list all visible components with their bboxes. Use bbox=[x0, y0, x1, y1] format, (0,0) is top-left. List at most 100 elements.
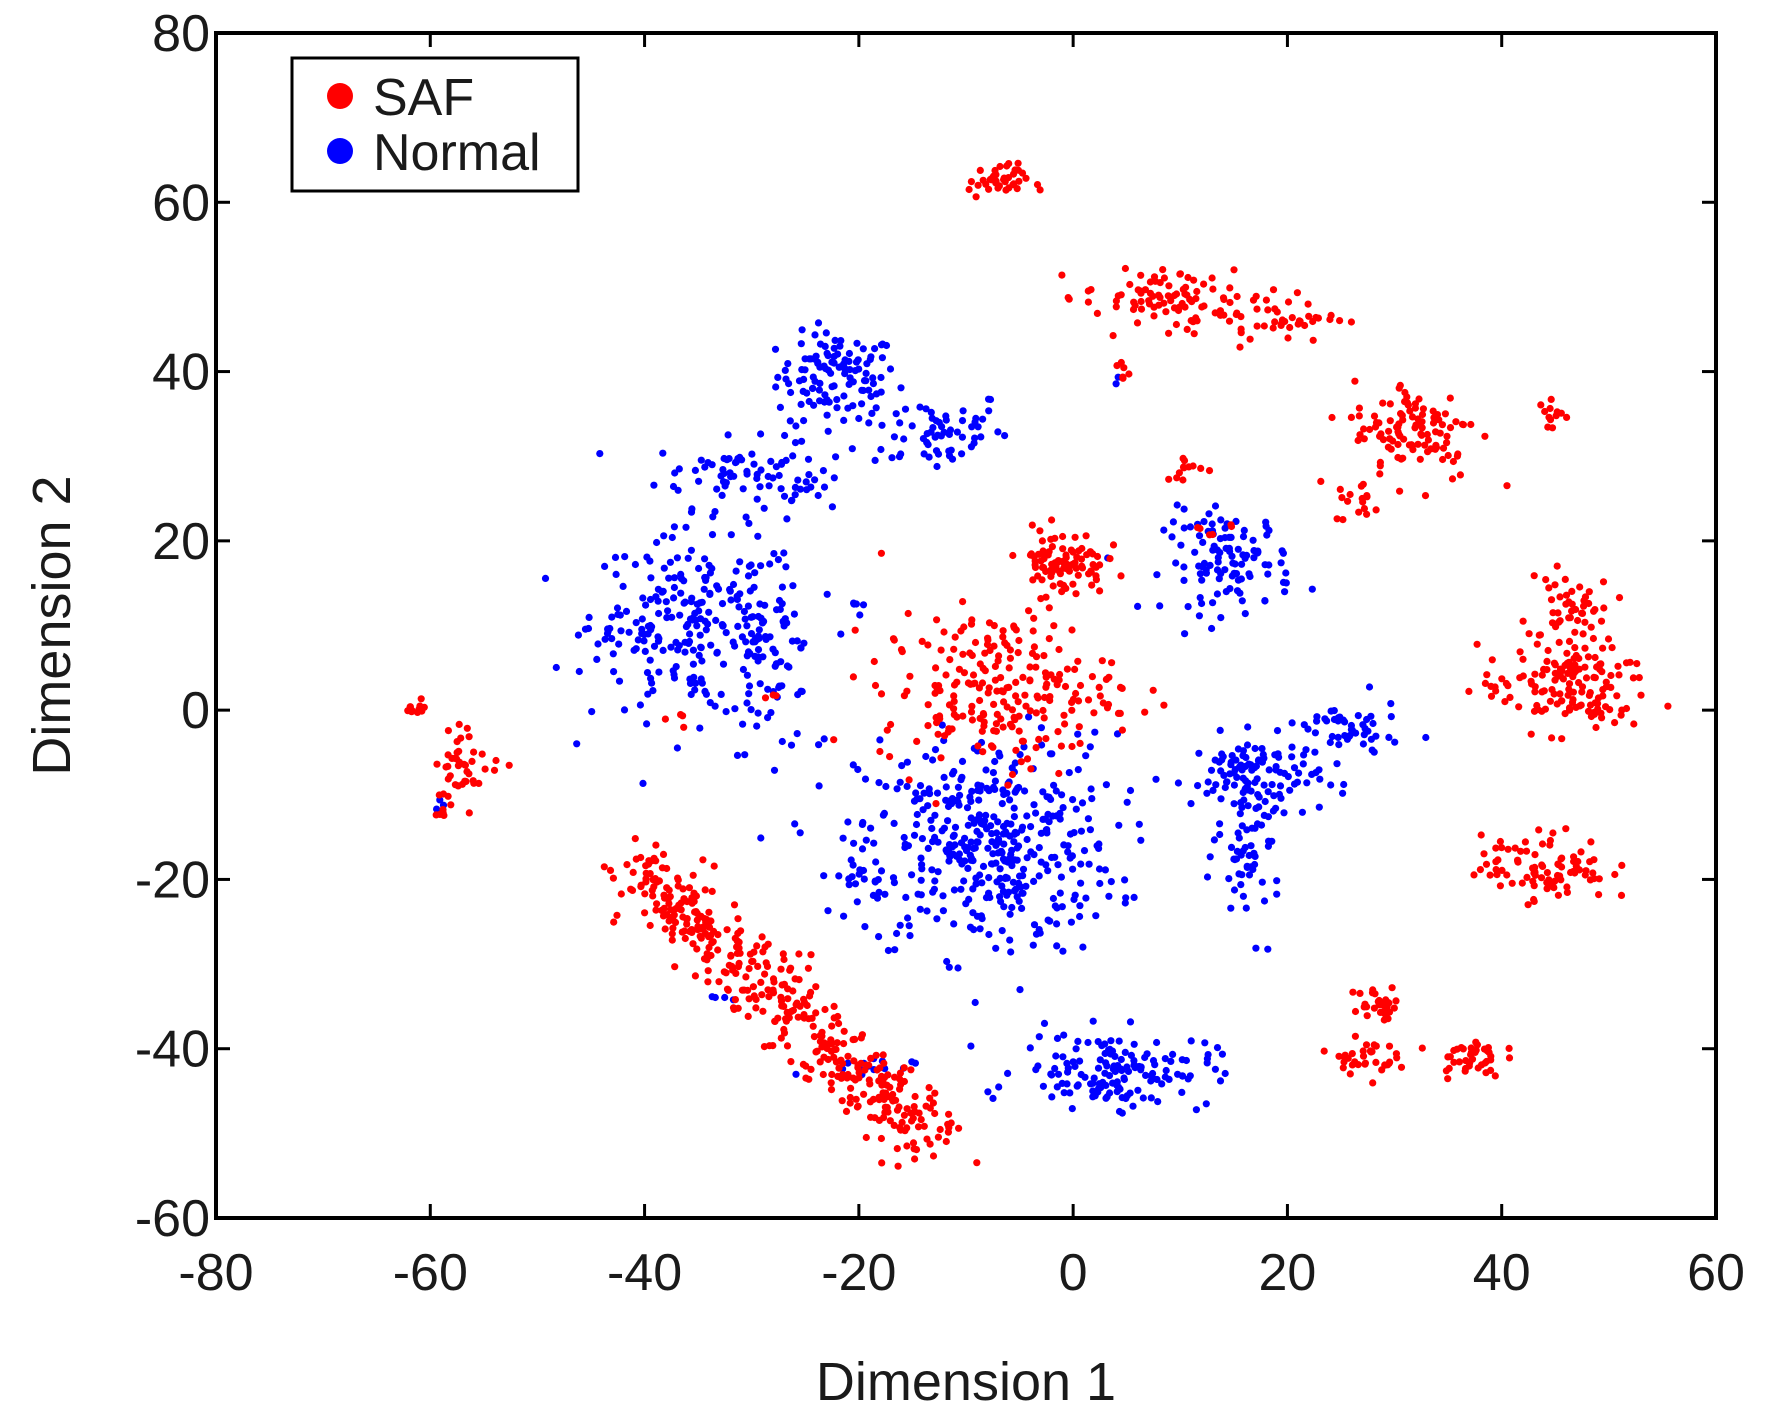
data-point-normal bbox=[433, 805, 441, 813]
data-point-saf bbox=[1496, 882, 1504, 890]
data-point-normal bbox=[1049, 894, 1057, 903]
data-point-normal bbox=[1052, 787, 1060, 795]
data-point-normal bbox=[809, 373, 817, 381]
data-point-normal bbox=[1239, 892, 1247, 900]
data-point-normal bbox=[1211, 502, 1220, 510]
data-point-normal bbox=[757, 430, 765, 438]
data-point-normal bbox=[940, 773, 948, 782]
data-point-saf bbox=[1590, 607, 1598, 615]
data-point-normal bbox=[900, 833, 908, 842]
data-point-normal bbox=[1065, 769, 1073, 777]
data-point-normal bbox=[1035, 844, 1043, 852]
data-point-saf bbox=[1439, 444, 1448, 452]
data-point-saf bbox=[1150, 312, 1158, 320]
data-point-normal bbox=[634, 636, 642, 644]
data-point-saf bbox=[1548, 424, 1557, 432]
data-point-saf bbox=[1496, 837, 1504, 846]
data-point-saf bbox=[505, 761, 513, 769]
data-point-normal bbox=[1074, 1037, 1082, 1045]
data-point-normal bbox=[1241, 843, 1249, 852]
data-point-normal bbox=[780, 619, 788, 627]
data-point-normal bbox=[681, 648, 689, 656]
data-point-normal bbox=[985, 395, 993, 403]
data-point-saf bbox=[1399, 454, 1407, 462]
data-point-normal bbox=[741, 615, 749, 623]
data-point-saf bbox=[1607, 671, 1615, 680]
data-point-normal bbox=[841, 356, 849, 364]
data-point-saf bbox=[1540, 665, 1548, 674]
data-point-saf bbox=[469, 777, 477, 785]
data-point-normal bbox=[767, 709, 775, 717]
data-point-normal bbox=[1323, 717, 1331, 725]
data-point-normal bbox=[918, 865, 926, 873]
data-point-normal bbox=[706, 569, 715, 577]
data-point-saf bbox=[1538, 671, 1546, 679]
data-point-saf bbox=[1455, 1058, 1463, 1066]
data-point-normal bbox=[880, 809, 889, 818]
data-point-normal bbox=[1361, 725, 1369, 733]
data-point-normal bbox=[1076, 902, 1084, 910]
data-point-saf bbox=[960, 623, 968, 631]
data-point-saf bbox=[1408, 413, 1417, 421]
data-point-normal bbox=[854, 356, 862, 364]
data-point-saf bbox=[840, 1040, 848, 1048]
data-point-normal bbox=[859, 345, 867, 353]
data-point-saf bbox=[838, 1097, 846, 1105]
data-point-saf bbox=[458, 780, 466, 788]
data-point-normal bbox=[1247, 787, 1255, 795]
data-point-normal bbox=[732, 567, 740, 575]
data-point-saf bbox=[1563, 888, 1571, 897]
data-point-normal bbox=[910, 831, 919, 839]
data-point-normal bbox=[878, 421, 886, 429]
data-point-saf bbox=[1089, 550, 1097, 558]
data-point-normal bbox=[796, 829, 804, 837]
data-point-saf bbox=[972, 193, 980, 201]
data-point-normal bbox=[877, 867, 886, 875]
data-point-saf bbox=[896, 1069, 905, 1077]
data-point-saf bbox=[1470, 871, 1478, 879]
data-point-saf bbox=[1160, 701, 1168, 709]
data-point-normal bbox=[892, 410, 900, 418]
data-point-saf bbox=[1441, 410, 1449, 418]
data-point-normal bbox=[1180, 505, 1188, 513]
data-point-saf bbox=[1146, 289, 1154, 297]
data-point-normal bbox=[877, 373, 885, 382]
data-point-normal bbox=[697, 675, 705, 683]
data-point-normal bbox=[1240, 796, 1248, 804]
data-point-normal bbox=[1152, 775, 1160, 783]
data-point-saf bbox=[1108, 659, 1116, 667]
data-point-normal bbox=[1308, 770, 1316, 779]
data-point-saf bbox=[967, 708, 976, 716]
data-point-normal bbox=[1181, 630, 1189, 638]
data-point-saf bbox=[795, 950, 803, 958]
data-point-normal bbox=[1161, 1073, 1169, 1081]
data-point-saf bbox=[1071, 533, 1079, 541]
data-point-saf bbox=[1587, 838, 1595, 846]
data-point-saf bbox=[1549, 829, 1557, 837]
data-point-normal bbox=[689, 646, 698, 654]
data-point-normal bbox=[1027, 823, 1035, 831]
data-point-saf bbox=[1179, 463, 1188, 471]
data-point-normal bbox=[959, 407, 967, 415]
data-point-normal bbox=[1260, 781, 1268, 789]
data-point-normal bbox=[1244, 802, 1252, 810]
data-point-normal bbox=[891, 946, 899, 954]
data-point-normal bbox=[951, 823, 960, 831]
data-point-saf bbox=[1398, 411, 1406, 419]
data-point-saf bbox=[1050, 622, 1058, 630]
data-point-saf bbox=[1572, 862, 1580, 870]
data-point-normal bbox=[1053, 920, 1061, 928]
data-point-saf bbox=[1151, 277, 1159, 285]
data-point-normal bbox=[1006, 796, 1014, 804]
data-point-normal bbox=[1130, 893, 1138, 902]
data-point-saf bbox=[999, 633, 1007, 641]
data-point-saf bbox=[725, 961, 733, 969]
data-point-saf bbox=[685, 884, 694, 892]
data-point-saf bbox=[1503, 482, 1511, 490]
data-point-saf bbox=[1432, 441, 1440, 449]
data-point-saf bbox=[1418, 418, 1426, 426]
data-point-saf bbox=[1067, 546, 1075, 554]
data-point-saf bbox=[1519, 617, 1527, 625]
data-point-saf bbox=[1015, 727, 1023, 735]
data-point-saf bbox=[1236, 343, 1244, 351]
